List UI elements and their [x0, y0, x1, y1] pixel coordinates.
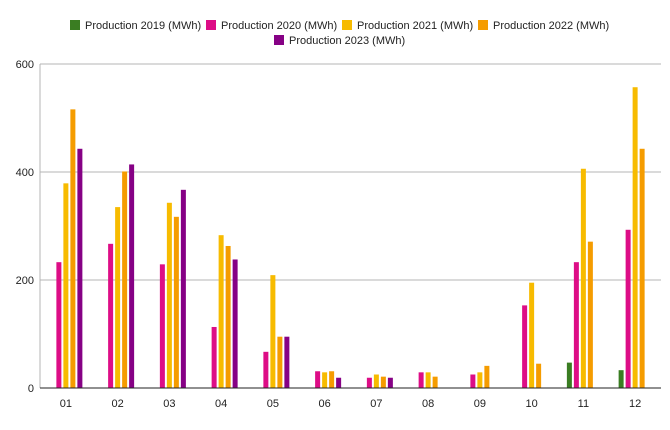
bars — [56, 87, 645, 389]
legend-label: Production 2022 (MWh) — [493, 20, 609, 32]
legend-item[interactable]: Production 2023 (MWh) — [274, 35, 405, 47]
bar-03-series-2 — [166, 202, 172, 388]
legend-label: Production 2021 (MWh) — [357, 20, 473, 32]
bar-02-series-2 — [115, 207, 121, 388]
bar-05-series-4 — [284, 336, 290, 388]
bar-12-series-3 — [639, 148, 645, 388]
bar-02-series-3 — [122, 171, 128, 388]
bar-05-series-2 — [270, 275, 276, 388]
bar-11-series-1 — [573, 262, 579, 388]
legend-label: Production 2020 (MWh) — [221, 20, 337, 32]
y-tick-label: 400 — [16, 167, 34, 179]
bar-06-series-3 — [329, 371, 335, 388]
legend-item[interactable]: Production 2022 (MWh) — [478, 20, 609, 32]
bar-10-series-1 — [522, 305, 528, 388]
gridlines — [40, 63, 661, 281]
legend-label: Production 2019 (MWh) — [85, 20, 201, 32]
bar-01-series-1 — [56, 262, 62, 388]
bar-09-series-1 — [470, 374, 476, 388]
legend-swatch — [478, 20, 488, 30]
bar-07-series-2 — [373, 374, 379, 388]
bar-12-series-1 — [625, 229, 631, 388]
legend-label: Production 2023 (MWh) — [289, 35, 405, 47]
bar-03-series-1 — [159, 264, 165, 388]
x-tick-label: 01 — [60, 398, 72, 410]
bar-05-series-3 — [277, 336, 283, 388]
x-tick-label: 06 — [319, 398, 331, 410]
bar-06-series-2 — [322, 372, 328, 388]
legend-item[interactable]: Production 2019 (MWh) — [70, 20, 201, 32]
legend-item[interactable]: Production 2020 (MWh) — [206, 20, 337, 32]
bar-04-series-1 — [211, 326, 217, 388]
bar-04-series-3 — [225, 245, 231, 388]
x-tick-label: 03 — [163, 398, 175, 410]
bar-09-series-3 — [484, 365, 490, 388]
x-tick-label: 05 — [267, 398, 279, 410]
x-tick-label: 09 — [474, 398, 486, 410]
legend-item[interactable]: Production 2021 (MWh) — [342, 20, 473, 32]
bar-12-series-2 — [632, 87, 638, 388]
bar-08-series-1 — [418, 372, 424, 388]
y-tick-label: 0 — [28, 383, 34, 395]
x-tick-label: 12 — [629, 398, 641, 410]
bar-09-series-2 — [477, 372, 483, 388]
bar-04-series-4 — [232, 259, 238, 388]
x-tick-label: 02 — [112, 398, 124, 410]
bar-03-series-4 — [180, 189, 186, 388]
y-tick-label: 200 — [16, 275, 34, 287]
x-tick-label: 07 — [370, 398, 382, 410]
y-tick-label: 600 — [16, 59, 34, 71]
x-tick-label: 04 — [215, 398, 227, 410]
legend-swatch — [70, 20, 80, 30]
bar-08-series-3 — [432, 376, 438, 388]
legend: Production 2019 (MWh) Production 2020 (MW… — [70, 20, 609, 47]
bar-07-series-4 — [387, 377, 393, 388]
bar-11-series-3 — [587, 241, 593, 388]
bar-10-series-3 — [536, 363, 542, 388]
bar-01-series-3 — [70, 109, 76, 389]
legend-swatch — [206, 20, 216, 30]
bar-04-series-2 — [218, 235, 224, 388]
x-tick-label: 08 — [422, 398, 434, 410]
legend-swatch — [342, 20, 352, 30]
bar-12-series-0 — [618, 370, 624, 388]
bar-08-series-2 — [425, 372, 431, 388]
bar-05-series-1 — [263, 351, 269, 388]
legend-swatch — [274, 35, 284, 45]
bar-06-series-4 — [336, 377, 342, 388]
bar-02-series-4 — [129, 164, 135, 388]
bar-01-series-2 — [63, 183, 69, 388]
bar-06-series-1 — [315, 371, 321, 388]
bar-02-series-1 — [108, 243, 114, 388]
x-tick-label: 10 — [526, 398, 538, 410]
bar-01-series-4 — [77, 148, 83, 388]
bar-03-series-3 — [173, 216, 179, 388]
bar-11-series-2 — [580, 168, 586, 388]
bar-10-series-2 — [529, 282, 535, 388]
bar-07-series-1 — [366, 377, 372, 388]
bar-11-series-0 — [566, 362, 572, 388]
axes: 0 200 400 600 01 02 03 04 05 06 07 08 09 10 11 12 — [16, 59, 661, 410]
bar-07-series-3 — [380, 376, 386, 388]
x-tick-label: 11 — [578, 398, 589, 410]
